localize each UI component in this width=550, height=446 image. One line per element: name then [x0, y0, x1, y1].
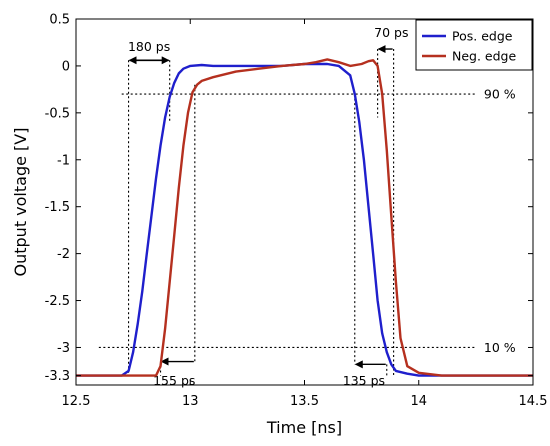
y-axis-title: Output voltage [V] — [11, 128, 30, 277]
reference-line-label: 10 % — [484, 340, 516, 355]
y-tick-label: 0 — [62, 59, 70, 74]
legend: Pos. edge Neg. edge — [415, 19, 533, 71]
x-tick-label: 14.5 — [519, 394, 548, 409]
timing-annotations: 180 ps 70 ps 155 ps 135 ps — [128, 25, 409, 388]
annotation-label: 155 ps — [153, 373, 195, 388]
y-tick-label: -3.3 — [45, 369, 70, 384]
y-tick-label: -2.5 — [45, 294, 70, 309]
timing-annotation: 70 ps — [374, 25, 408, 376]
reference-lines: 90 % 10 % — [98, 87, 516, 355]
y-tick-label: 0.5 — [49, 13, 70, 28]
legend-label: Neg. edge — [452, 49, 516, 64]
x-axis-title: Time [ns] — [266, 418, 342, 437]
x-tick-label: 14 — [410, 394, 427, 409]
reference-line-label: 90 % — [484, 87, 516, 102]
axis-ticks: 12.5 13 13.5 14 14.5 0.5 0 -0.5 -1 -1.5 -2 -2.5 -3 -3… — [45, 13, 548, 410]
x-tick-label: 13.5 — [290, 394, 319, 409]
y-tick-label: -1 — [57, 153, 70, 168]
timing-annotation: 155 ps — [153, 84, 195, 388]
plot-frame — [75, 18, 534, 386]
x-tick-label: 13 — [182, 394, 199, 409]
legend-box — [415, 19, 533, 71]
y-tick-label: -2 — [57, 247, 70, 262]
legend-label: Pos. edge — [452, 29, 513, 44]
annotation-label: 180 ps — [128, 39, 170, 54]
timing-annotation: 135 ps — [343, 94, 388, 388]
series-line — [76, 58, 533, 377]
timing-annotation: 180 ps — [128, 39, 170, 376]
y-tick-label: -3 — [57, 341, 70, 356]
y-tick-label: -0.5 — [45, 106, 70, 121]
y-tick-label: -1.5 — [45, 200, 70, 215]
annotation-label: 70 ps — [374, 25, 408, 40]
series-lines — [76, 58, 533, 377]
x-tick-label: 12.5 — [62, 394, 91, 409]
series-line — [76, 62, 533, 377]
annotation-label: 135 ps — [343, 373, 385, 388]
